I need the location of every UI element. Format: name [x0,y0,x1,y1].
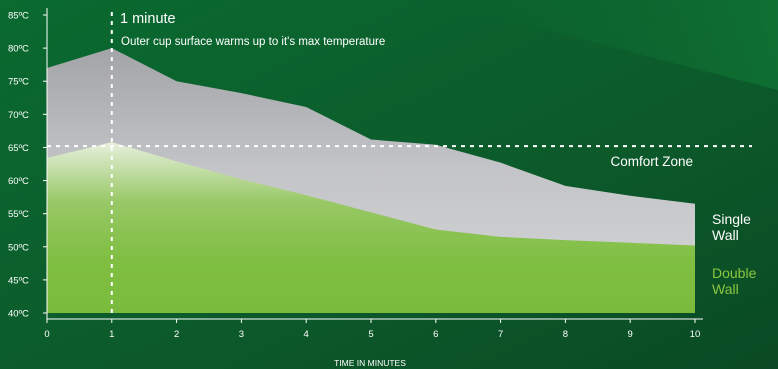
marker-text: Outer cup surface warms up to it's max t… [121,36,385,48]
x-tick-label: 10 [690,329,701,340]
guide-layer [47,12,752,313]
x-tick-label: 1 [109,329,114,340]
x-tick-label: 8 [563,329,568,340]
axes-layer: 40ºC 45ºC 50ºC 55ºC 60ºC 65ºC 70ºC 75ºC 80ºC 85ºC… [8,8,703,340]
area-layer [47,48,695,313]
comfort-zone-label: Comfort Zone [610,154,693,169]
x-tick-label: 4 [304,329,309,340]
x-tick-label: 6 [433,329,438,340]
y-tick-label: 55ºC [8,209,29,220]
x-tick-label: 9 [628,329,633,340]
x-tick-label: 7 [498,329,503,340]
y-tick-label: 40ºC [8,309,29,320]
y-tick-label: 75ºC [8,77,29,88]
y-tick-label: 80ºC [8,44,29,55]
marker-title: 1 minute [120,11,176,27]
y-tick-label: 50ºC [8,242,29,253]
y-tick-label: 70ºC [8,110,29,121]
legend-double-wall: Double Wall [712,265,757,297]
x-tick-label: 0 [44,329,49,340]
legend: Single Wall Double Wall [712,211,757,297]
y-tick-label: 45ºC [8,275,29,286]
x-tick-label: 2 [174,329,179,340]
y-tick-label: 60ºC [8,176,29,187]
x-tick-label: 5 [368,329,373,340]
y-tick-label: 65ºC [8,143,29,154]
x-axis-label: TIME IN MINUTES [334,358,406,368]
legend-single-wall: Single Wall [712,211,751,243]
area-double-wall [47,142,695,313]
y-tick-label: 85ºC [8,11,29,22]
x-tick-label: 3 [239,329,244,340]
